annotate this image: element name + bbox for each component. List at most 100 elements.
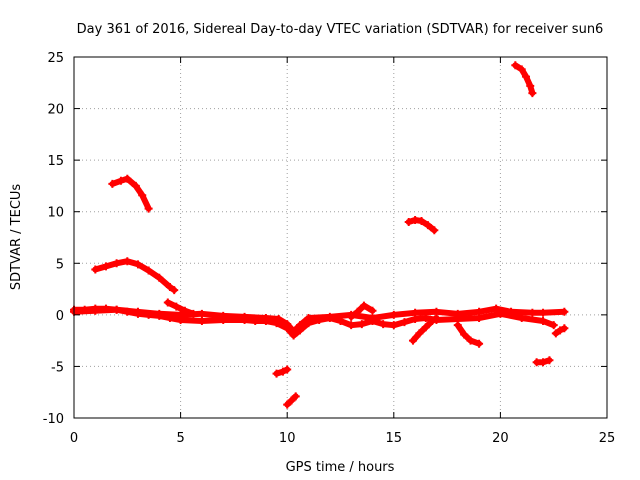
- data-point: [155, 311, 164, 320]
- data-point: [466, 336, 475, 345]
- y-tick-label: -10: [43, 412, 64, 427]
- data-point: [421, 313, 430, 322]
- plot-area-frame: [73, 56, 608, 419]
- data-point: [460, 330, 469, 339]
- data-point: [283, 400, 292, 409]
- data-point: [138, 191, 147, 200]
- data-point: [400, 318, 409, 327]
- series-arc-2: [108, 174, 153, 213]
- data-point: [353, 307, 362, 316]
- data-point: [411, 314, 420, 323]
- data-point: [123, 257, 132, 266]
- y-tick-label: 25: [47, 51, 64, 66]
- data-point: [453, 321, 462, 330]
- data-point: [108, 179, 117, 188]
- data-point: [432, 313, 441, 322]
- y-tick-label: 10: [47, 206, 64, 221]
- data-point: [91, 265, 100, 274]
- data-point: [549, 321, 558, 330]
- axis-ticks: 0 5 10 15 20 25 -10 -5 0 5 10 15 20 25: [43, 51, 616, 446]
- data-point: [289, 331, 298, 340]
- data-point: [283, 365, 292, 374]
- data-point: [287, 396, 296, 405]
- data-point: [475, 313, 484, 322]
- data-point: [91, 304, 100, 313]
- data-point: [272, 369, 281, 378]
- data-point: [430, 226, 439, 235]
- data-point: [189, 309, 198, 318]
- data-point: [492, 304, 501, 313]
- x-tick-label: 5: [176, 431, 184, 446]
- data-point: [496, 309, 505, 318]
- x-tick-label: 25: [599, 431, 616, 446]
- data-point: [347, 321, 356, 330]
- series-arc-12: [283, 392, 300, 409]
- data-point: [116, 176, 125, 185]
- data-point: [475, 339, 484, 348]
- data-series: [70, 61, 569, 409]
- data-point: [278, 367, 287, 376]
- data-point: [545, 356, 554, 365]
- data-point: [165, 313, 174, 322]
- series-line: [454, 322, 483, 347]
- data-point: [528, 308, 537, 317]
- data-point: [404, 218, 413, 227]
- data-point: [283, 324, 292, 333]
- series-arc-1: [91, 257, 179, 295]
- y-tick-label: 20: [47, 103, 64, 118]
- y-tick-label: 0: [56, 309, 64, 324]
- data-point: [163, 298, 172, 307]
- grid: [74, 57, 607, 418]
- series-line: [164, 299, 197, 317]
- series-line: [348, 302, 376, 320]
- data-point: [133, 260, 142, 269]
- data-point: [423, 221, 432, 230]
- data-point: [170, 286, 179, 295]
- data-point: [521, 72, 530, 81]
- series-arc-6: [347, 301, 377, 321]
- data-point: [144, 310, 153, 319]
- series-arc-11: [272, 365, 292, 378]
- data-point: [526, 81, 535, 90]
- data-point: [389, 321, 398, 330]
- data-point: [197, 317, 206, 326]
- data-point: [240, 316, 249, 325]
- data-point: [123, 174, 132, 183]
- y-axis-label: SDTVAR / TECUs: [9, 184, 24, 291]
- data-point: [176, 316, 185, 325]
- data-point: [421, 323, 430, 332]
- data-point: [347, 312, 356, 321]
- x-axis-label: GPS time / hours: [286, 460, 395, 475]
- data-point: [428, 317, 437, 326]
- data-point: [112, 259, 121, 268]
- data-point: [379, 320, 388, 329]
- data-point: [408, 336, 417, 345]
- data-point: [417, 216, 426, 225]
- data-point: [528, 89, 537, 98]
- series-arc-8: [453, 321, 484, 348]
- x-tick-label: 0: [70, 431, 78, 446]
- data-point: [295, 326, 304, 335]
- data-point: [144, 204, 153, 213]
- data-point: [325, 313, 334, 322]
- data-point: [560, 307, 569, 316]
- data-point: [551, 329, 560, 338]
- chart-title: Day 361 of 2016, Sidereal Day-to-day VTE…: [77, 22, 604, 37]
- data-point: [368, 317, 377, 326]
- data-point: [261, 317, 270, 326]
- data-point: [291, 392, 300, 401]
- data-point: [359, 301, 368, 310]
- series-arc-13: [532, 356, 554, 367]
- data-point: [180, 306, 189, 315]
- data-point: [336, 317, 345, 326]
- data-point: [368, 306, 377, 315]
- series-arc-10: [511, 61, 537, 98]
- data-point: [219, 316, 228, 325]
- series-arc-14: [551, 324, 569, 338]
- data-point: [165, 283, 174, 292]
- data-point: [539, 358, 548, 367]
- series-arc-9: [404, 215, 439, 235]
- data-point: [144, 266, 153, 275]
- series-arc-5: [163, 298, 198, 318]
